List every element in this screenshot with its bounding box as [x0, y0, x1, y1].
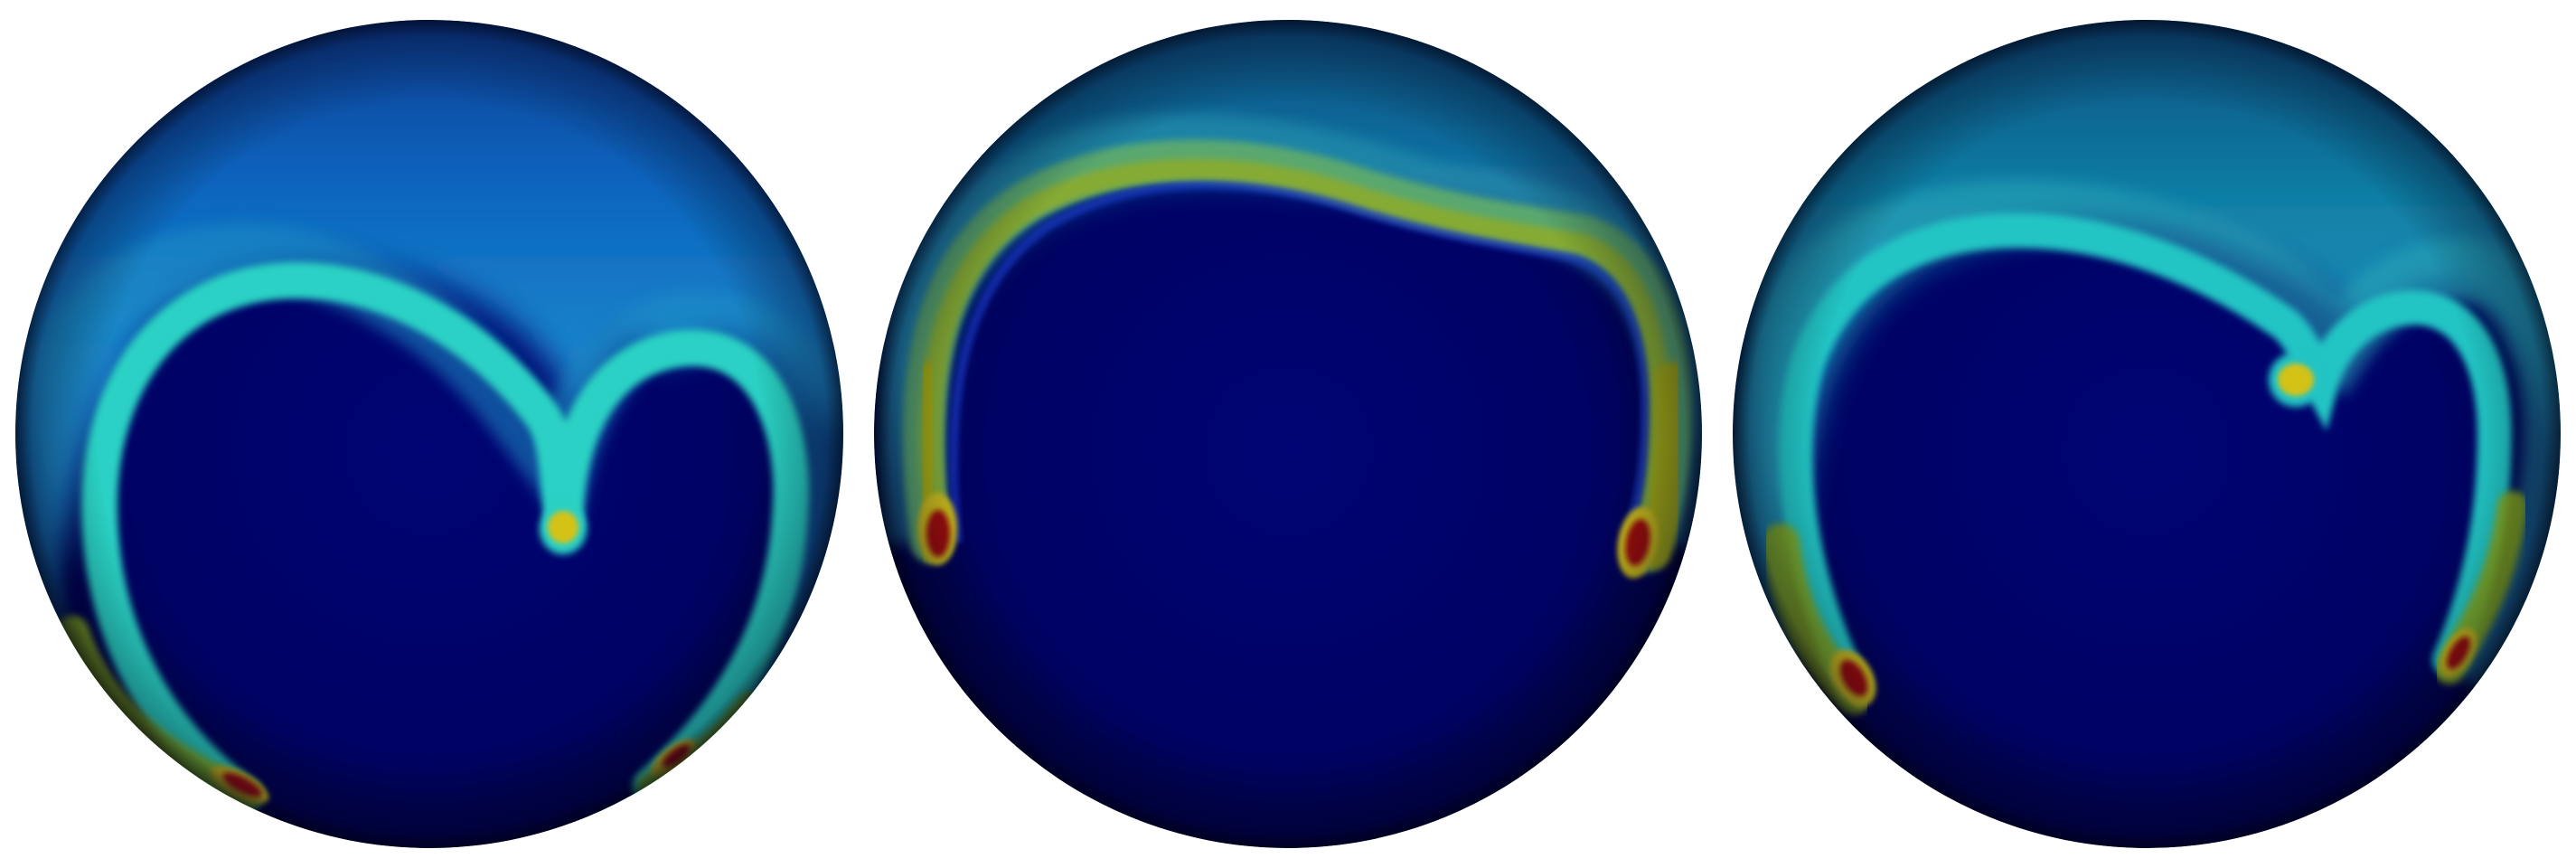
sphere-1 — [15, 20, 843, 848]
sphere-panel-2 — [859, 0, 1717, 868]
sphere-panel-3 — [1717, 0, 2576, 868]
sphere-3 — [1733, 20, 2561, 848]
sphere-2 — [874, 20, 1702, 848]
sphere-panel-1 — [0, 0, 859, 868]
